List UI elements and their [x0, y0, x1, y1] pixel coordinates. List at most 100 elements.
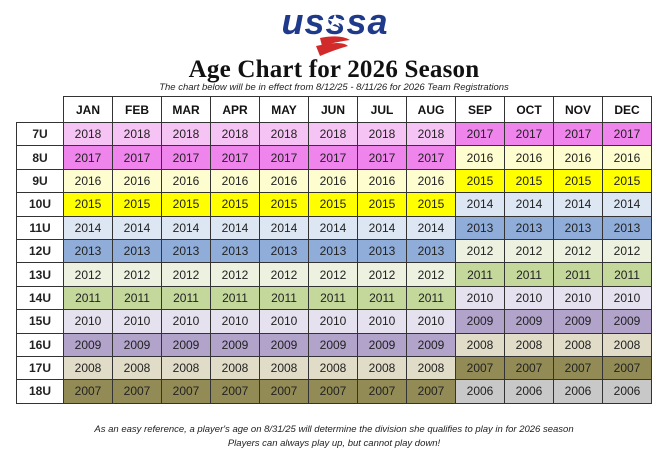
birth-year-cell: 2008 — [553, 332, 603, 357]
page-title: Age Chart for 2026 Season — [188, 56, 480, 83]
birth-year-cell: 2013 — [308, 238, 358, 264]
month-header-jun: JUN — [308, 96, 358, 123]
birth-year-cell: 2010 — [161, 309, 211, 334]
birth-year-cell: 2016 — [308, 168, 358, 194]
birth-year-cell: 2011 — [161, 285, 211, 311]
birth-year-cell: 2011 — [504, 262, 554, 287]
birth-year-cell: 2015 — [553, 168, 603, 194]
birth-year-cell: 2012 — [308, 262, 358, 287]
birth-year-cell: 2010 — [259, 309, 309, 334]
birth-year-cell: 2017 — [357, 145, 407, 170]
birth-year-cell: 2015 — [602, 168, 652, 194]
birth-year-cell: 2009 — [63, 332, 113, 357]
birth-year-cell: 2010 — [112, 309, 162, 334]
birth-year-cell: 2017 — [112, 145, 162, 170]
birth-year-cell: 2012 — [602, 238, 652, 264]
age-chart-table: JAN FEB MAR APR MAY JUN JUL AUG SEP OCT NOV DEC 7U 2… — [16, 96, 652, 404]
birth-year-cell: 2009 — [504, 309, 554, 334]
birth-year-cell: 2015 — [210, 192, 260, 217]
birth-year-cell: 2013 — [406, 238, 456, 264]
age-division-label: 17U — [16, 355, 64, 381]
birth-year-cell: 2007 — [112, 379, 162, 404]
birth-year-cell: 2017 — [210, 145, 260, 170]
birth-year-cell: 2013 — [112, 238, 162, 264]
birth-year-cell: 2010 — [357, 309, 407, 334]
birth-year-cell: 2015 — [504, 168, 554, 194]
birth-year-cell: 2007 — [602, 355, 652, 381]
table-row: 13U 2012 2012 2012 2012 2012 2012 2012 2012 2011 2… — [16, 262, 652, 287]
birth-year-cell: 2010 — [504, 285, 554, 311]
birth-year-cell: 2016 — [455, 145, 505, 170]
birth-year-cell: 2009 — [210, 332, 260, 357]
birth-year-cell: 2015 — [161, 192, 211, 217]
birth-year-cell: 2011 — [455, 262, 505, 287]
birth-year-cell: 2018 — [161, 121, 211, 147]
birth-year-cell: 2017 — [504, 121, 554, 147]
birth-year-cell: 2006 — [602, 379, 652, 404]
footer-note: As an easy reference, a player's age on … — [94, 424, 574, 435]
birth-year-cell: 2018 — [308, 121, 358, 147]
birth-year-cell: 2010 — [553, 285, 603, 311]
birth-year-cell: 2015 — [406, 192, 456, 217]
birth-year-cell: 2017 — [259, 145, 309, 170]
birth-year-cell: 2012 — [210, 262, 260, 287]
birth-year-cell: 2015 — [63, 192, 113, 217]
birth-year-cell: 2007 — [504, 355, 554, 381]
birth-year-cell: 2016 — [553, 145, 603, 170]
birth-year-cell: 2009 — [161, 332, 211, 357]
birth-year-cell: 2010 — [602, 285, 652, 311]
birth-year-cell: 2014 — [112, 215, 162, 240]
birth-year-cell: 2006 — [504, 379, 554, 404]
birth-year-cell: 2016 — [357, 168, 407, 194]
usssa-logo: usssa — [281, 4, 388, 56]
birth-year-cell: 2016 — [504, 145, 554, 170]
birth-year-cell: 2012 — [553, 238, 603, 264]
birth-year-cell: 2010 — [63, 309, 113, 334]
birth-year-cell: 2013 — [553, 215, 603, 240]
birth-year-cell: 2009 — [357, 332, 407, 357]
birth-year-cell: 2007 — [210, 379, 260, 404]
age-division-label: 12U — [16, 238, 64, 264]
birth-year-cell: 2012 — [63, 262, 113, 287]
table-row: 10U 2015 2015 2015 2015 2015 2015 2015 2015 2014 2… — [16, 192, 652, 217]
month-header-jan: JAN — [63, 96, 113, 123]
birth-year-cell: 2015 — [308, 192, 358, 217]
birth-year-cell: 2012 — [406, 262, 456, 287]
birth-year-cell: 2008 — [455, 332, 505, 357]
footer-warning: Players can always play up, but cannot p… — [227, 438, 441, 449]
birth-year-cell: 2013 — [161, 238, 211, 264]
birth-year-cell: 2014 — [161, 215, 211, 240]
table-row: 11U 2014 2014 2014 2014 2014 2014 2014 2014 2013 2… — [16, 215, 652, 240]
birth-year-cell: 2015 — [259, 192, 309, 217]
table-row: 15U 2010 2010 2010 2010 2010 2010 2010 2010 2009 2… — [16, 309, 652, 334]
birth-year-cell: 2017 — [161, 145, 211, 170]
age-division-label: 7U — [16, 121, 64, 147]
table-row: 14U 2011 2011 2011 2011 2011 2011 2011 2011 2010 2… — [16, 285, 652, 311]
birth-year-cell: 2018 — [406, 121, 456, 147]
birth-year-cell: 2009 — [602, 309, 652, 334]
birth-year-cell: 2018 — [63, 121, 113, 147]
birth-year-cell: 2007 — [259, 379, 309, 404]
age-division-label: 14U — [16, 285, 64, 311]
birth-year-cell: 2014 — [455, 192, 505, 217]
birth-year-cell: 2007 — [455, 355, 505, 381]
month-header-oct: OCT — [504, 96, 554, 123]
birth-year-cell: 2008 — [504, 332, 554, 357]
birth-year-cell: 2012 — [259, 262, 309, 287]
birth-year-cell: 2014 — [210, 215, 260, 240]
birth-year-cell: 2015 — [455, 168, 505, 194]
age-division-label: 8U — [16, 145, 64, 170]
age-division-label: 11U — [16, 215, 64, 240]
table-row: 17U 2008 2008 2008 2008 2008 2008 2008 2008 2007 2… — [16, 355, 652, 381]
birth-year-cell: 2016 — [112, 168, 162, 194]
birth-year-cell: 2011 — [63, 285, 113, 311]
birth-year-cell: 2016 — [161, 168, 211, 194]
table-row: 9U 2016 2016 2016 2016 2016 2016 2016 2016 2015 20… — [16, 168, 652, 194]
birth-year-cell: 2009 — [259, 332, 309, 357]
month-header-mar: MAR — [161, 96, 211, 123]
birth-year-cell: 2018 — [259, 121, 309, 147]
birth-year-cell: 2013 — [259, 238, 309, 264]
birth-year-cell: 2011 — [406, 285, 456, 311]
birth-year-cell: 2017 — [63, 145, 113, 170]
birth-year-cell: 2013 — [504, 215, 554, 240]
